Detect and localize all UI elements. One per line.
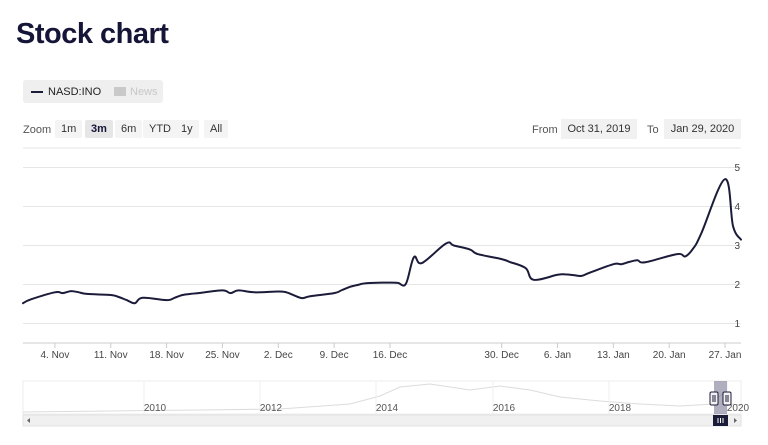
navigator-background bbox=[22, 380, 742, 415]
navigator[interactable]: 2010 2012 2014 2016 2018 2020 bbox=[22, 380, 750, 415]
page-title: Stock chart bbox=[16, 18, 169, 50]
x-tick-label: 20. Jan bbox=[653, 350, 686, 361]
y-tick-label: 2 bbox=[734, 280, 740, 291]
x-tick-label: 13. Jan bbox=[597, 350, 630, 361]
x-tick-label: 18. Nov bbox=[149, 350, 183, 361]
x-tick-label: 16. Dec bbox=[373, 350, 407, 361]
range-from-input[interactable]: Oct 31, 2019 bbox=[561, 119, 637, 139]
y-tick-label: 5 bbox=[734, 163, 740, 174]
range-from-label: From bbox=[532, 124, 558, 136]
legend-item-news[interactable]: News bbox=[114, 80, 158, 103]
x-tick-label: 27. Jan bbox=[709, 350, 742, 361]
zoom-button-3m[interactable]: 3m bbox=[85, 120, 113, 138]
navigator-handle-left[interactable] bbox=[709, 391, 719, 406]
zoom-button-1y[interactable]: 1y bbox=[175, 120, 199, 138]
zoom-label: Zoom bbox=[23, 124, 52, 136]
scrollbar-track[interactable] bbox=[22, 414, 742, 427]
x-tick-label: 25. Nov bbox=[205, 350, 239, 361]
navigator-year-label: 2016 bbox=[493, 403, 516, 414]
x-tick-label: 9. Dec bbox=[320, 350, 349, 361]
y-axis: 1 2 3 4 5 bbox=[734, 163, 740, 330]
scroll-left-arrow-icon[interactable] bbox=[27, 418, 30, 423]
legend: NASD:INO News bbox=[23, 80, 163, 103]
series-line-nasd-ino[interactable] bbox=[22, 178, 742, 305]
legend-label: News bbox=[130, 85, 158, 98]
y-tick-label: 4 bbox=[734, 202, 740, 213]
x-tick-label: 4. Nov bbox=[40, 350, 69, 361]
y-tick-label: 1 bbox=[734, 319, 740, 330]
zoom-button-all[interactable]: All bbox=[204, 120, 229, 138]
x-tick-label: 6. Jan bbox=[544, 350, 571, 361]
navigator-year-label: 2012 bbox=[260, 403, 283, 414]
zoom-button-ytd[interactable]: YTD bbox=[143, 120, 177, 138]
x-axis: 4. Nov 11. Nov 18. Nov 25. Nov 2. Dec 9. Dec 1… bbox=[40, 343, 741, 361]
grid bbox=[23, 147, 741, 344]
scroll-right-arrow-icon[interactable] bbox=[734, 418, 737, 423]
x-tick-label: 2. Dec bbox=[264, 350, 293, 361]
flag-series-icon bbox=[114, 87, 126, 96]
navigator-year-label: 2018 bbox=[609, 403, 632, 414]
scrollbar[interactable] bbox=[22, 414, 742, 427]
navigator-year-label: 2010 bbox=[144, 403, 167, 414]
range-to-input[interactable]: Jan 29, 2020 bbox=[664, 119, 741, 139]
legend-label: NASD:INO bbox=[48, 85, 102, 98]
x-tick-label: 30. Dec bbox=[484, 350, 518, 361]
navigator-year-label: 2020 bbox=[727, 403, 750, 414]
navigator-handle-right[interactable] bbox=[722, 391, 732, 406]
y-tick-label: 3 bbox=[734, 241, 740, 252]
x-tick-label: 11. Nov bbox=[94, 350, 128, 361]
range-to-label: To bbox=[647, 124, 659, 136]
zoom-button-6m[interactable]: 6m bbox=[115, 120, 143, 138]
zoom-button-1m[interactable]: 1m bbox=[55, 120, 83, 138]
navigator-selected-range[interactable] bbox=[714, 381, 727, 414]
legend-item-nasd-ino[interactable]: NASD:INO bbox=[31, 80, 101, 103]
line-series-icon bbox=[31, 90, 43, 93]
navigator-year-label: 2014 bbox=[376, 403, 399, 414]
